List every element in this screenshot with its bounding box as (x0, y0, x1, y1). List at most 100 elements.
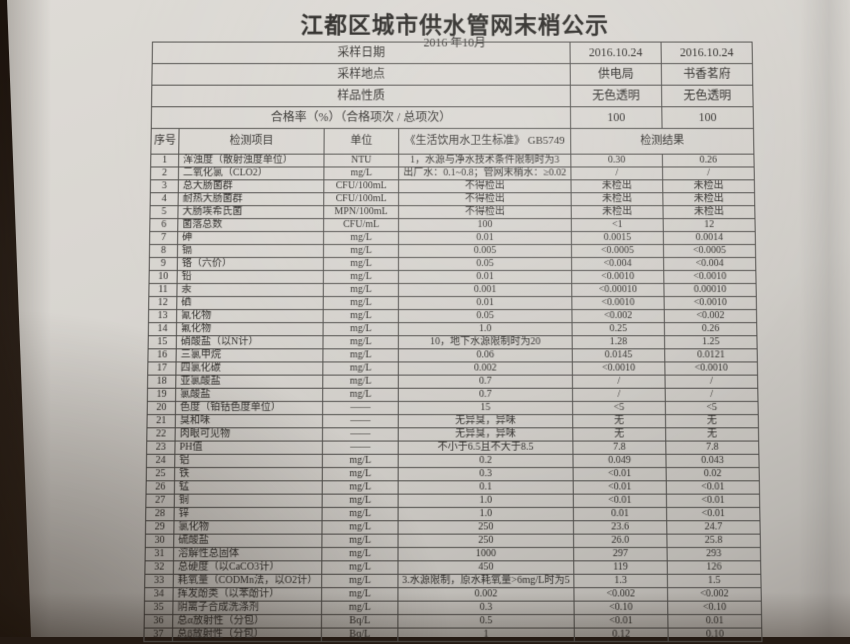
cell-result-site1: / (572, 375, 666, 389)
cell-item: 硒 (176, 296, 324, 310)
cell-standard: 0.06 (398, 348, 573, 362)
cell-standard: 不得检出 (398, 179, 572, 193)
cell-item: 总α放射性（分包） (172, 614, 322, 629)
cell-unit: mg/L (323, 283, 399, 297)
cell-no: 22 (146, 427, 176, 442)
cell-result-site1: 无 (572, 427, 666, 442)
cell-result-site2: 126 (667, 560, 761, 575)
table-row: 24 铝 mg/L 0.2 0.049 0.043 (146, 454, 760, 468)
cell-no: 24 (146, 454, 175, 468)
cell-unit: mg/L (321, 520, 399, 535)
table-row: 5 大肠埃希氏菌 MPN/100mL 不得检出 未检出 未检出 (149, 205, 755, 219)
cell-result-site2: 0.0014 (663, 231, 756, 245)
cell-standard: 0.002 (398, 361, 573, 376)
cell-no: 36 (144, 614, 173, 629)
cell-result-site2: 0.26 (664, 322, 757, 336)
cell-result-site2: 无 (665, 414, 759, 428)
cell-unit: mg/L (322, 480, 399, 495)
cell-item: 三氯甲烷 (176, 348, 323, 362)
cell-result-site2: <0.0010 (663, 270, 757, 284)
cell-unit: Bq/L (321, 628, 398, 642)
info-row: 采样地点 供电局 书香茗府 (151, 63, 753, 86)
cell-no: 26 (146, 480, 175, 495)
cell-item: 总硬度（以CaCO3计） (173, 560, 322, 575)
cell-standard: 15 (398, 401, 573, 415)
cell-result-site2: <0.004 (663, 257, 756, 271)
table-row: 23 PH值 —— 不小于6.5且不大于8.5 7.8 7.8 (146, 441, 759, 455)
table-row: 33 耗氧量（CODMn法，以O2计） mg/L 3.水源限制，原水耗氧量>6m… (144, 574, 762, 588)
cell-unit: CFU/mL (323, 218, 399, 232)
data-rows: 1 浑浊度（散射浊度单位） NTU 1，水源与净水技术条件限制时为3 0.30 … (143, 154, 762, 642)
cell-unit: —— (322, 427, 399, 442)
cell-no: 25 (146, 467, 175, 481)
cell-item: 耗氧量（CODMn法，以O2计） (173, 574, 322, 588)
info-row-label: 样品性质 (151, 85, 571, 107)
cell-result-site1: <0.01 (573, 467, 667, 481)
cell-result-site2: <0.01 (666, 494, 760, 508)
cell-result-site2: 1.5 (667, 574, 762, 588)
cell-result-site2: 0.01 (667, 614, 762, 629)
cell-result-site2: <0.0005 (663, 244, 756, 258)
cell-unit: Bq/L (321, 614, 398, 629)
cell-result-site1: 1.3 (573, 574, 668, 588)
cell-no: 5 (149, 205, 179, 219)
cell-unit: mg/L (322, 348, 399, 362)
table-row: 36 总α放射性（分包） Bq/L 0.5 <0.01 0.01 (144, 614, 762, 629)
cell-result-site2: <0.002 (667, 587, 762, 602)
info-row-label: 采样地点 (151, 63, 571, 86)
cell-standard: 无异臭，异味 (398, 414, 573, 428)
cell-result-site1: <0.0010 (572, 361, 666, 376)
cell-unit: mg/L (323, 166, 399, 180)
table-row: 7 砷 mg/L 0.01 0.0015 0.0014 (149, 231, 756, 245)
cell-result-site2: 未检出 (662, 205, 755, 219)
table-row: 25 铁 mg/L 0.3 <0.01 0.02 (146, 467, 760, 481)
cell-unit: mg/L (322, 388, 399, 402)
table-row: 26 锰 mg/L 0.1 <0.01 <0.01 (146, 480, 760, 495)
table-row: 9 铬（六价） mg/L 0.05 <0.004 <0.004 (149, 257, 756, 271)
cell-result-site1: 26.0 (573, 534, 668, 548)
cell-standard: 0.7 (398, 375, 573, 389)
table-row: 18 亚氯酸盐 mg/L 0.7 / / (147, 375, 758, 389)
cell-unit: mg/L (322, 335, 399, 349)
cell-result-site1: <0.0010 (571, 270, 664, 284)
cell-result-site1: 未检出 (571, 205, 664, 219)
cell-unit: mg/L (322, 361, 399, 376)
cell-standard: 不小于6.5且不大于8.5 (398, 441, 573, 455)
cell-unit: NTU (323, 154, 399, 167)
table-row: 8 镉 mg/L 0.005 <0.0005 <0.0005 (149, 244, 756, 258)
cell-no: 12 (148, 296, 177, 310)
table-row: 37 总β放射性（分包） Bq/L 1 0.12 0.10 (143, 628, 762, 642)
cell-unit: mg/L (321, 574, 398, 588)
cell-no: 18 (147, 375, 176, 389)
cell-standard: 0.05 (398, 309, 573, 323)
cell-unit: mg/L (323, 244, 399, 258)
cell-no: 6 (149, 218, 178, 232)
cell-item: 挥发酚类（以苯酚计） (172, 587, 322, 602)
cell-item: 臭和味 (175, 414, 323, 428)
cell-result-site1: <1 (571, 218, 664, 232)
cell-standard: 10，地下水源限制时为20 (398, 335, 573, 349)
cell-result-site2: 0.00010 (663, 283, 757, 297)
cell-item: 氰化物 (176, 309, 324, 323)
table-row: 16 三氯甲烷 mg/L 0.06 0.0145 0.0121 (147, 348, 758, 362)
cell-result-site2: / (665, 375, 758, 389)
col-header-standard: 《生活饮用水卫生标准》 GB5749 (398, 128, 571, 155)
cell-item: 四氯化碳 (175, 361, 323, 376)
cell-standard: 250 (398, 520, 574, 535)
cell-standard: 不得检出 (398, 205, 572, 219)
cell-result-site2: 0.043 (665, 454, 760, 468)
table-row: 29 氯化物 mg/L 250 23.6 24.7 (145, 520, 761, 535)
cell-result-site1: <0.004 (571, 257, 664, 271)
info-value-site1: 无色透明 (570, 85, 662, 107)
cell-unit: mg/L (322, 467, 399, 481)
table-row: 35 阴离子合成洗涤剂 mg/L 0.3 <0.10 <0.10 (144, 601, 762, 615)
cell-result-site1: <0.0005 (571, 244, 664, 258)
cell-result-site2: <5 (665, 401, 759, 415)
cell-unit: mg/L (321, 547, 399, 561)
cell-item: 浑浊度（散射浊度单位） (178, 154, 325, 167)
cell-standard: 0.7 (398, 388, 573, 402)
cell-unit: mg/L (323, 257, 399, 271)
cell-unit: CFU/100mL (323, 179, 399, 193)
cell-standard: 0.01 (398, 296, 572, 310)
cell-result-site1: <0.01 (573, 480, 667, 495)
